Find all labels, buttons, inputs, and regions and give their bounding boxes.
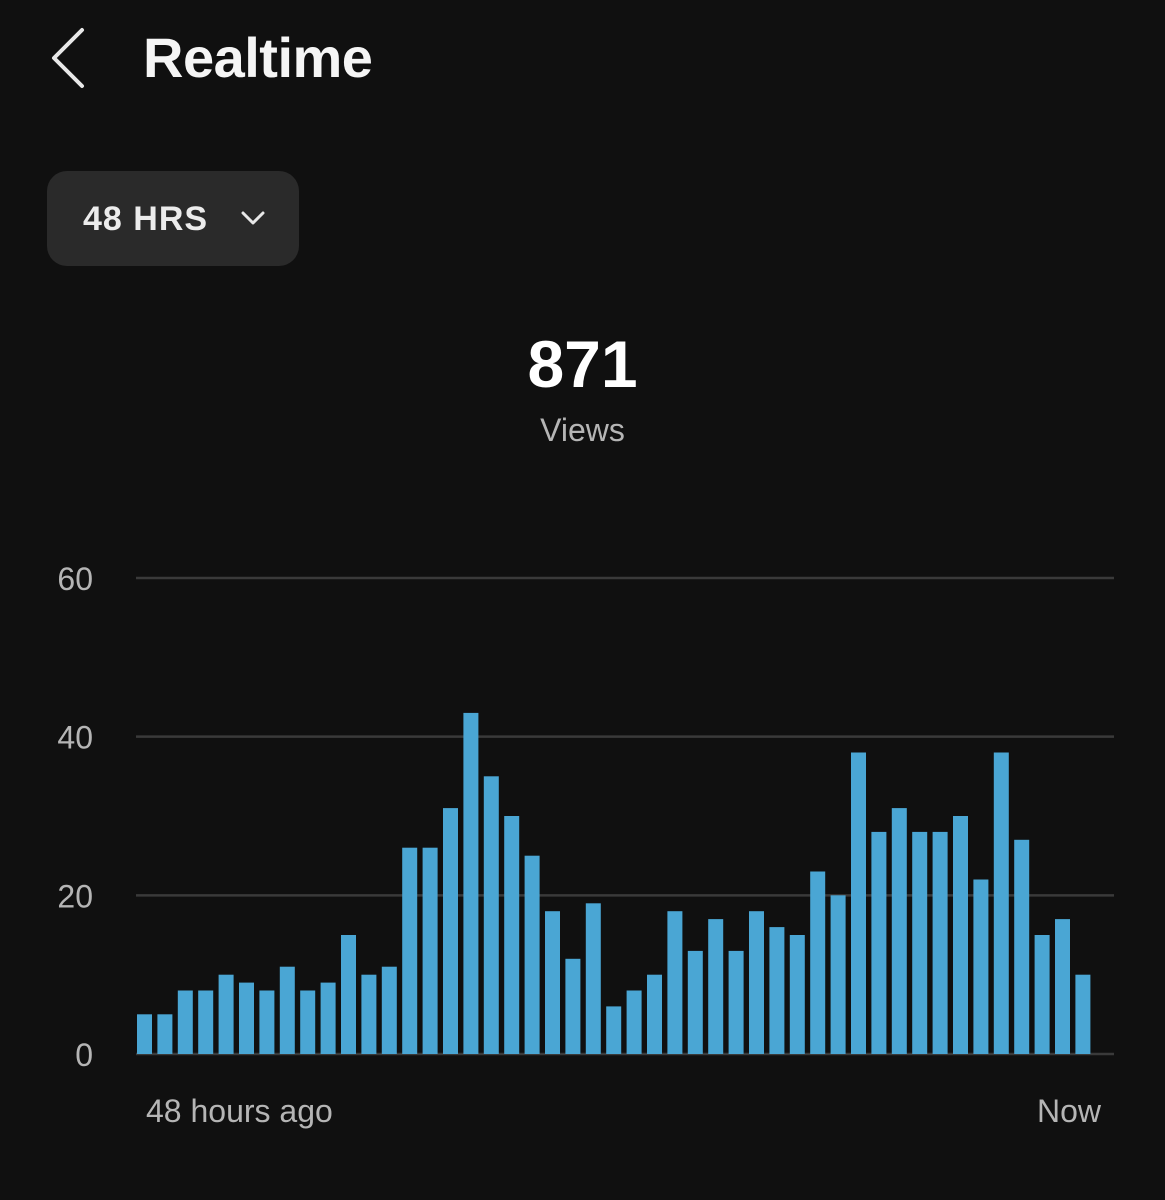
y-tick-label: 20 [57,878,93,914]
chart-bar[interactable] [463,712,479,1054]
views-count: 871 [527,327,638,401]
chart-bar[interactable] [708,919,724,1054]
time-range-label: 48 HRS [83,200,209,238]
chart-bar[interactable] [667,911,683,1054]
y-tick-label: 0 [75,1037,93,1073]
time-range-dropdown[interactable]: 48 HRS [47,171,299,266]
chart-bar[interactable] [1014,839,1030,1054]
chart-bar[interactable] [912,831,928,1054]
chart-bar[interactable] [830,895,846,1054]
chart-bar[interactable] [157,1014,173,1054]
chart-bar[interactable] [565,958,581,1054]
chart-bar[interactable] [483,776,499,1054]
chart-bar[interactable] [932,831,948,1054]
page-title: Realtime [143,26,373,89]
chart-bar[interactable] [137,1014,152,1054]
chart-bar[interactable] [728,950,744,1054]
chart-bar[interactable] [993,752,1009,1055]
chart-bar[interactable] [545,911,560,1054]
chart-bar[interactable] [422,847,438,1054]
chart-bar[interactable] [1034,935,1050,1054]
chart-gridlines [136,576,1114,1056]
chevron-down-icon [241,211,265,225]
chart-bar[interactable] [1055,919,1070,1054]
chart-bar[interactable] [749,911,764,1054]
x-axis-end-label: Now [1037,1093,1102,1129]
chart-bar[interactable] [177,990,193,1055]
chart-bar[interactable] [341,935,356,1054]
chart-bar[interactable] [300,990,316,1055]
chart-bar[interactable] [239,982,254,1054]
chart-bar[interactable] [443,808,458,1054]
views-label: Views [540,412,625,448]
chart-bar[interactable] [626,990,642,1055]
views-chart: 0 20 40 60 48 hours ago Now [0,520,1165,1160]
chart-bar[interactable] [198,990,214,1055]
chart-bars [137,712,1091,1055]
chart-bar[interactable] [402,847,418,1054]
chart-bar[interactable] [279,966,295,1054]
chart-bar[interactable] [524,855,540,1054]
chart-bar[interactable] [361,974,377,1054]
chart-bar[interactable] [259,990,275,1055]
chart-bar[interactable] [320,982,336,1054]
y-tick-label: 40 [57,720,93,756]
chevron-left-icon [52,28,84,88]
x-axis-start-label: 48 hours ago [146,1093,333,1129]
chart-bar[interactable] [953,816,968,1054]
header: Realtime [0,0,1165,120]
chart-bar[interactable] [381,966,397,1054]
chart-bar[interactable] [891,808,907,1054]
chart-bar[interactable] [789,935,805,1054]
chart-bar[interactable] [606,1006,622,1054]
back-button[interactable] [40,20,100,96]
chart-bar[interactable] [851,752,866,1055]
chart-bar[interactable] [687,950,703,1054]
chart-bar[interactable] [810,871,826,1055]
chart-bar[interactable] [504,816,520,1054]
chart-y-ticks: 0 20 40 60 [57,561,93,1073]
chart-bar[interactable] [218,974,234,1054]
chart-bar[interactable] [769,927,785,1054]
views-bar-chart: 0 20 40 60 48 hours ago Now [57,561,1114,1129]
chart-bar[interactable] [1075,974,1091,1054]
chart-bar[interactable] [973,879,989,1055]
y-tick-label: 60 [57,561,93,597]
chart-bar[interactable] [585,903,601,1054]
chart-bar[interactable] [647,974,662,1054]
chart-bar[interactable] [871,831,887,1054]
